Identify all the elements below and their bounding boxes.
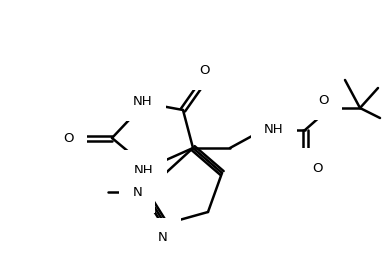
Text: NH: NH (133, 95, 153, 108)
Text: O: O (318, 94, 329, 107)
Text: N: N (132, 186, 142, 199)
Text: NH: NH (134, 164, 154, 176)
Text: O: O (199, 64, 209, 77)
Text: O: O (312, 162, 323, 174)
Text: NH: NH (264, 123, 284, 136)
Text: N: N (158, 231, 168, 244)
Text: O: O (64, 132, 74, 144)
